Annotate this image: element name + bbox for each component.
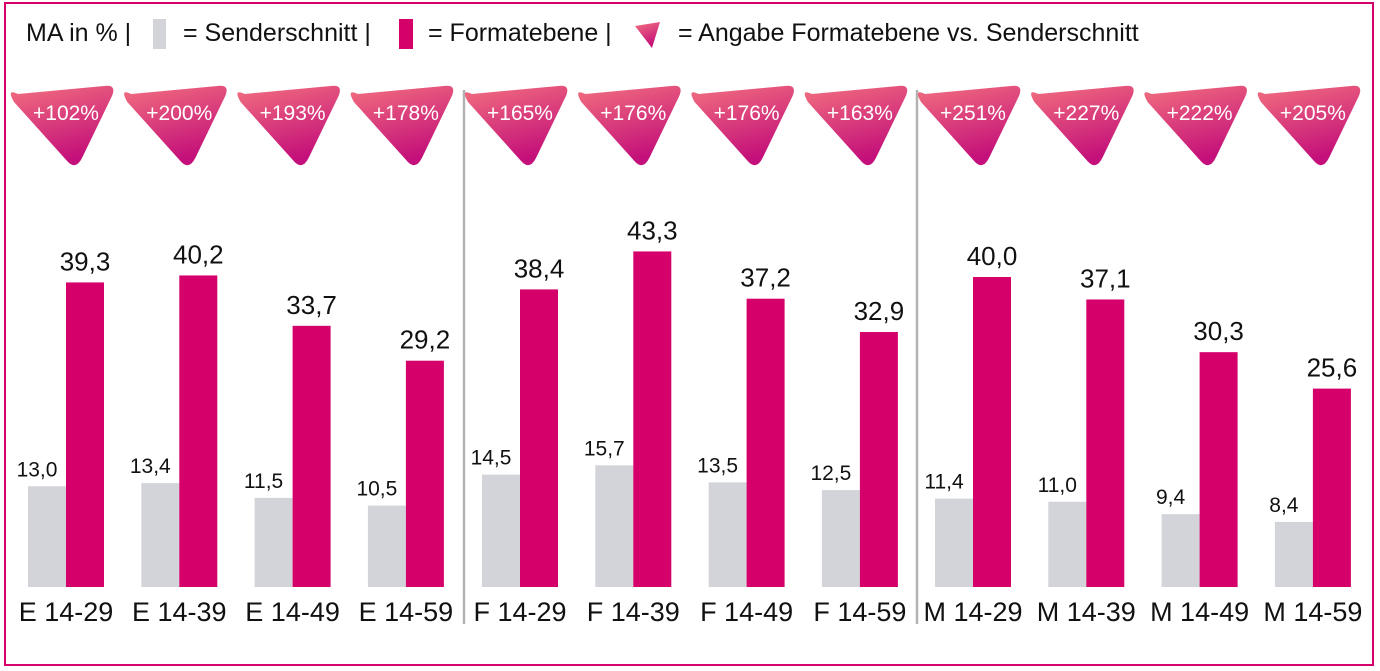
legend-label-formatebene: = Formatebene | <box>428 19 612 47</box>
value-label-senderschnitt: 14,5 <box>471 447 512 470</box>
value-label-formatebene: 33,7 <box>286 290 337 320</box>
x-axis-label: F 14-29 <box>473 597 566 627</box>
bar-senderschnitt-m-14-59 <box>1274 521 1313 587</box>
comparison-badge-label: +251% <box>940 102 1006 125</box>
x-axis-label: F 14-39 <box>587 597 680 627</box>
legend-swatch-formatebene <box>399 19 413 49</box>
comparison-badge-e-14-59 <box>350 85 454 166</box>
comparison-badge-e-14-49 <box>237 85 340 166</box>
bar-formatebene-e-14-29 <box>66 282 104 587</box>
bar-formatebene-e-14-49 <box>292 325 331 587</box>
comparison-badge-label: +205% <box>1280 102 1346 125</box>
group-dividers <box>462 90 919 624</box>
x-axis-label: E 14-59 <box>359 597 454 627</box>
comparison-badge-label: +176% <box>714 102 780 125</box>
bar-senderschnitt-e-14-39 <box>141 483 180 587</box>
value-label-senderschnitt: 8,4 <box>1269 494 1299 517</box>
value-label-senderschnitt: 12,5 <box>810 462 851 485</box>
value-label-senderschnitt: 11,0 <box>1038 474 1077 497</box>
value-label-formatebene: 43,3 <box>627 215 678 245</box>
legend: MA in % | = Senderschnitt | = Formateben… <box>26 19 1139 49</box>
bar-senderschnitt-f-14-39 <box>595 465 634 587</box>
chart-frame: MA in % | = Senderschnitt | = Formateben… <box>4 2 1374 666</box>
x-axis-label: M 14-59 <box>1263 597 1362 627</box>
value-label-senderschnitt: 13,0 <box>17 458 58 481</box>
bar-formatebene-f-14-59 <box>859 332 898 587</box>
comparison-badge-f-14-29 <box>464 85 568 166</box>
x-axis-label: F 14-49 <box>700 597 793 627</box>
value-label-formatebene: 29,2 <box>400 325 451 355</box>
value-label-formatebene: 40,0 <box>967 241 1018 271</box>
comparison-badge-m-14-59 <box>1257 85 1361 166</box>
bar-chart: MA in % | = Senderschnitt | = Formateben… <box>10 19 1363 627</box>
value-label-senderschnitt: 10,5 <box>356 478 397 501</box>
value-label-formatebene: 38,4 <box>514 253 565 283</box>
value-label-senderschnitt: 11,4 <box>924 471 964 494</box>
bar-formatebene-f-14-49 <box>746 298 785 587</box>
value-label-formatebene: 39,3 <box>60 246 111 276</box>
bar-senderschnitt-e-14-59 <box>367 505 406 587</box>
bar-formatebene-e-14-39 <box>179 275 218 587</box>
comparison-badge-label: +193% <box>260 102 326 125</box>
legend-label-angabe: = Angabe Formatebene vs. Senderschnitt <box>678 19 1139 47</box>
comparison-badge-label: +222% <box>1167 102 1233 125</box>
bar-formatebene-m-14-59 <box>1312 388 1351 587</box>
bar-senderschnitt-m-14-49 <box>1161 514 1200 587</box>
x-axis-label: E 14-39 <box>132 597 227 627</box>
bar-senderschnitt-e-14-29 <box>28 486 66 587</box>
comparison-badge-e-14-39 <box>124 85 227 166</box>
bar-senderschnitt-m-14-29 <box>935 498 973 587</box>
value-label-formatebene: 37,2 <box>740 263 791 293</box>
bar-senderschnitt-m-14-39 <box>1048 501 1087 587</box>
comparison-badge-m-14-49 <box>1144 85 1247 166</box>
value-label-formatebene: 25,6 <box>1307 353 1358 383</box>
value-labels: 13,0 39,3 13,4 40,2 11,5 33,7 10,5 29,2 14,5 38,4… <box>17 215 1358 516</box>
legend-swatch-angabe <box>635 22 660 48</box>
value-label-senderschnitt: 11,5 <box>244 470 283 493</box>
comparison-badge-label: +165% <box>487 102 553 125</box>
value-label-formatebene: 30,3 <box>1193 316 1244 346</box>
bar-formatebene-f-14-39 <box>633 251 672 588</box>
bar-senderschnitt-f-14-29 <box>482 474 520 587</box>
comparison-badge-f-14-49 <box>691 85 794 166</box>
value-label-senderschnitt: 9,4 <box>1156 486 1186 509</box>
x-axis-label: M 14-49 <box>1150 597 1249 627</box>
legend-label-senderschnitt: = Senderschnitt | <box>183 19 371 47</box>
value-label-senderschnitt: 15,7 <box>584 437 625 460</box>
bar-senderschnitt-f-14-49 <box>708 482 747 587</box>
comparison-badge-label: +176% <box>600 102 666 125</box>
value-label-senderschnitt: 13,4 <box>130 455 171 478</box>
comparison-badge-f-14-39 <box>578 85 681 166</box>
bars <box>28 251 1351 588</box>
comparison-badge-e-14-29 <box>10 85 114 166</box>
comparison-badges: +102% +200% +193% +178% +165% +176% +176% +163%… <box>10 85 1361 166</box>
legend-prefix: MA in % | <box>26 19 131 47</box>
x-axis-labels: E 14-29 E 14-39 E 14-49 E 14-59 F 14-29 F 14-… <box>19 597 1363 627</box>
bar-formatebene-m-14-49 <box>1199 352 1238 587</box>
comparison-badge-m-14-39 <box>1031 85 1134 166</box>
bar-senderschnitt-e-14-49 <box>254 497 293 587</box>
comparison-badge-label: +200% <box>146 102 212 125</box>
x-axis-label: E 14-29 <box>19 597 114 627</box>
bar-formatebene-m-14-29 <box>973 277 1011 587</box>
bar-formatebene-m-14-39 <box>1086 299 1125 587</box>
value-label-senderschnitt: 13,5 <box>697 454 738 477</box>
x-axis-label: M 14-29 <box>923 597 1022 627</box>
x-axis-label: F 14-59 <box>813 597 906 627</box>
legend-swatch-senderschnitt <box>153 19 166 49</box>
value-label-formatebene: 37,1 <box>1080 263 1131 293</box>
comparison-badge-label: +102% <box>33 102 99 125</box>
comparison-badge-label: +227% <box>1053 102 1119 125</box>
comparison-badge-label: +163% <box>827 102 893 125</box>
x-axis-label: E 14-49 <box>245 597 340 627</box>
value-label-formatebene: 32,9 <box>854 296 905 326</box>
value-label-formatebene: 40,2 <box>173 239 224 269</box>
bar-formatebene-e-14-59 <box>405 360 444 587</box>
comparison-badge-f-14-59 <box>804 85 908 166</box>
bar-formatebene-f-14-29 <box>520 289 558 587</box>
x-axis-label: M 14-39 <box>1037 597 1136 627</box>
comparison-badge-label: +178% <box>373 102 439 125</box>
comparison-badge-m-14-29 <box>917 85 1021 166</box>
bar-senderschnitt-f-14-59 <box>821 490 860 587</box>
